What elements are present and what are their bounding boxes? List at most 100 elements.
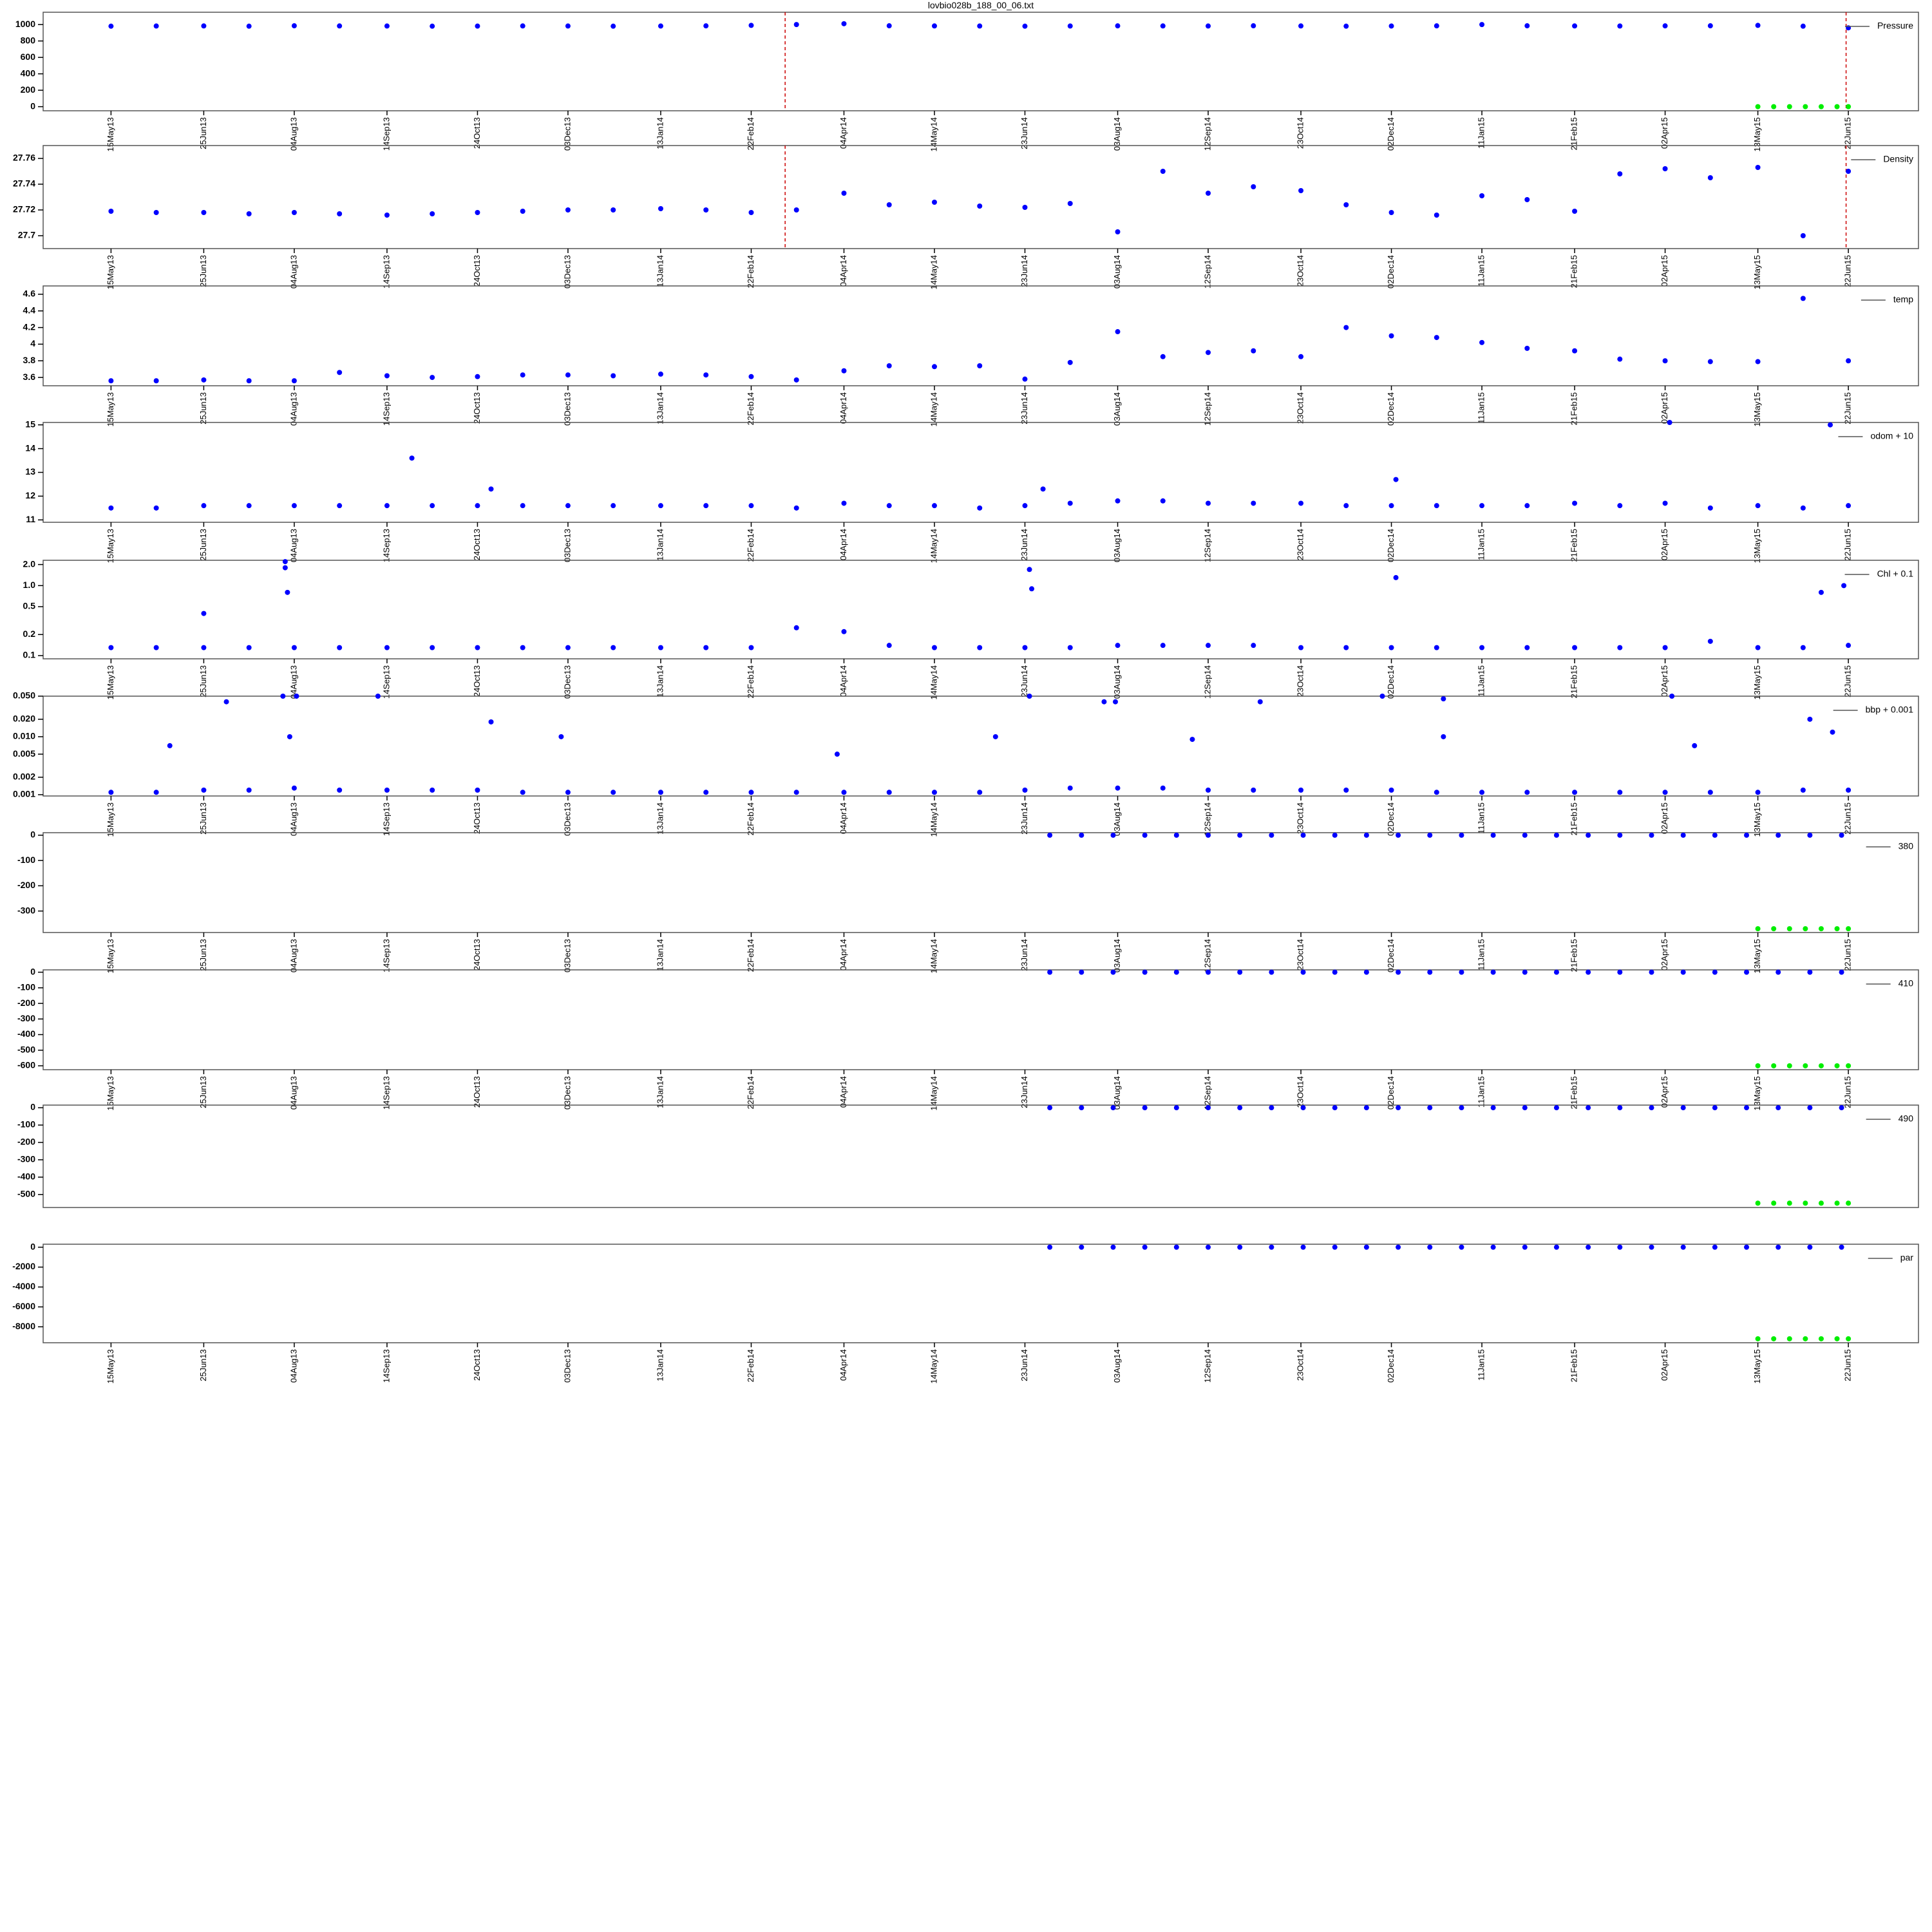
y-tick-label: -4000 — [12, 1281, 35, 1291]
data-point — [1206, 191, 1211, 196]
data-point — [1834, 1200, 1840, 1206]
data-point — [520, 372, 526, 378]
data-point — [1572, 500, 1578, 506]
x-tick-label: 13Jan14 — [655, 255, 665, 287]
data-point — [1206, 1244, 1211, 1250]
x-tick-label: 14Sep13 — [381, 1076, 391, 1110]
data-point — [1841, 583, 1847, 589]
data-point — [1786, 1063, 1792, 1068]
y-tick-label: 3.8 — [23, 355, 36, 365]
data-point — [520, 23, 526, 29]
data-point — [1459, 1244, 1464, 1250]
data-point — [1662, 166, 1668, 171]
x-tick-label: 24Oct13 — [472, 1076, 482, 1108]
data-point — [1617, 171, 1623, 176]
x-tick-label: 22Feb14 — [746, 529, 755, 562]
data-point — [1524, 503, 1530, 509]
data-point — [1800, 233, 1806, 238]
x-tick-label: 22Feb14 — [746, 392, 755, 425]
data-point — [1257, 699, 1263, 705]
data-point — [1298, 354, 1304, 359]
data-point — [108, 645, 114, 650]
data-point — [658, 23, 663, 29]
y-tick-label: 4.4 — [23, 305, 36, 315]
data-point — [1524, 345, 1530, 351]
data-point — [1617, 969, 1623, 975]
data-point — [748, 790, 754, 795]
data-point — [337, 211, 343, 216]
data-point — [1522, 1244, 1528, 1250]
data-point — [977, 505, 983, 511]
data-point — [1662, 645, 1668, 650]
data-point — [488, 486, 494, 492]
data-point — [1807, 832, 1813, 838]
x-tick-label: 11Jan15 — [1476, 1349, 1486, 1381]
data-point — [1441, 696, 1446, 702]
data-point — [287, 734, 292, 739]
data-point — [1363, 1105, 1369, 1111]
data-point — [1707, 23, 1713, 29]
data-point — [1846, 643, 1852, 649]
legend-label: par — [1900, 1253, 1914, 1263]
y-tick-label: 4.6 — [23, 289, 36, 299]
data-point — [291, 503, 297, 509]
data-point — [1027, 694, 1032, 699]
x-tick-label: 12Sep14 — [1202, 117, 1212, 151]
data-point — [1846, 1063, 1852, 1068]
x-tick-label: 21Feb15 — [1569, 529, 1579, 562]
x-tick-label: 24Oct13 — [472, 1349, 482, 1381]
data-point — [430, 375, 435, 381]
data-point — [1834, 926, 1840, 932]
y-tick-label: -100 — [17, 855, 35, 865]
y-tick-label: -300 — [17, 1013, 35, 1023]
data-point — [201, 645, 207, 650]
x-tick-label: 12Sep14 — [1202, 1349, 1212, 1383]
x-tick-label: 12Sep14 — [1202, 255, 1212, 289]
x-tick-label: 23Jun14 — [1019, 117, 1029, 149]
data-point — [565, 207, 571, 213]
x-tick-label: 14May14 — [929, 529, 938, 563]
data-point — [384, 23, 390, 29]
y-tick-label: 3.6 — [23, 372, 36, 382]
x-tick-label: 23Oct14 — [1295, 392, 1305, 424]
data-point — [1680, 832, 1686, 838]
x-tick-label: 24Oct13 — [472, 117, 482, 149]
x-tick-label: 23Jun14 — [1019, 939, 1029, 971]
data-point — [108, 505, 114, 511]
data-point — [1393, 477, 1399, 482]
data-point — [1522, 1105, 1528, 1111]
data-point — [1776, 969, 1781, 975]
data-point — [1206, 350, 1211, 355]
data-point — [291, 785, 297, 791]
data-point — [1142, 1105, 1148, 1111]
data-point — [246, 378, 252, 384]
data-point — [1022, 376, 1028, 382]
x-tick-label: 04Apr14 — [838, 255, 848, 287]
data-point — [931, 364, 937, 370]
x-tick-label: 15May13 — [106, 392, 115, 426]
data-point — [1047, 832, 1053, 838]
data-point — [658, 645, 663, 650]
data-point — [748, 645, 754, 650]
y-tick-label: -500 — [17, 1188, 35, 1198]
data-point — [977, 363, 983, 368]
x-tick-label: 22Feb14 — [746, 939, 755, 972]
x-tick-label: 23Jun14 — [1019, 255, 1029, 287]
y-tick-label: -400 — [17, 1171, 35, 1182]
data-point — [1771, 926, 1777, 932]
data-point — [834, 752, 840, 757]
data-point — [1237, 1105, 1243, 1111]
data-point — [1388, 645, 1394, 650]
data-point — [703, 372, 709, 378]
data-point — [841, 21, 847, 26]
x-tick-label: 24Oct13 — [472, 939, 482, 971]
x-tick-label: 23Jun14 — [1019, 665, 1029, 697]
x-tick-label: 04Aug13 — [289, 665, 298, 699]
data-point — [841, 790, 847, 795]
data-point — [1830, 729, 1835, 735]
data-point — [280, 694, 286, 699]
data-point — [658, 206, 663, 211]
data-point — [1803, 926, 1808, 932]
y-tick-label: 0.2 — [23, 629, 36, 639]
